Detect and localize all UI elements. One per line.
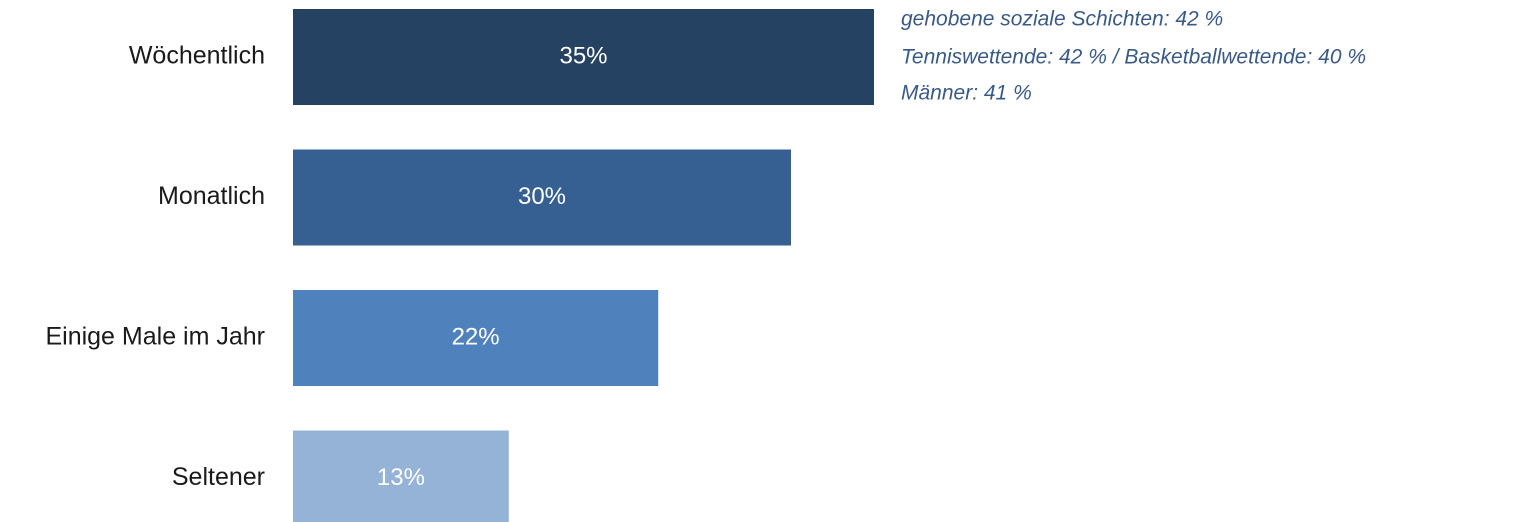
category-label: Seltener bbox=[172, 463, 265, 491]
value-label: 22% bbox=[452, 323, 500, 350]
bar bbox=[293, 430, 509, 522]
category-label: Einige Male im Jahr bbox=[45, 323, 265, 351]
value-label: 35% bbox=[559, 42, 607, 69]
value-label: 30% bbox=[518, 183, 566, 210]
bar bbox=[293, 290, 659, 386]
annotation: Tenniswettende: 42 % / Basketballwettend… bbox=[901, 46, 1366, 69]
annotation: gehobene soziale Schichten: 42 % bbox=[901, 8, 1223, 31]
value-label: 13% bbox=[377, 464, 425, 491]
bar bbox=[293, 149, 791, 246]
category-label: Wöchentlich bbox=[129, 42, 265, 70]
annotation: Männer: 41 % bbox=[901, 82, 1032, 105]
bar bbox=[293, 9, 874, 105]
category-label: Monatlich bbox=[158, 182, 265, 210]
